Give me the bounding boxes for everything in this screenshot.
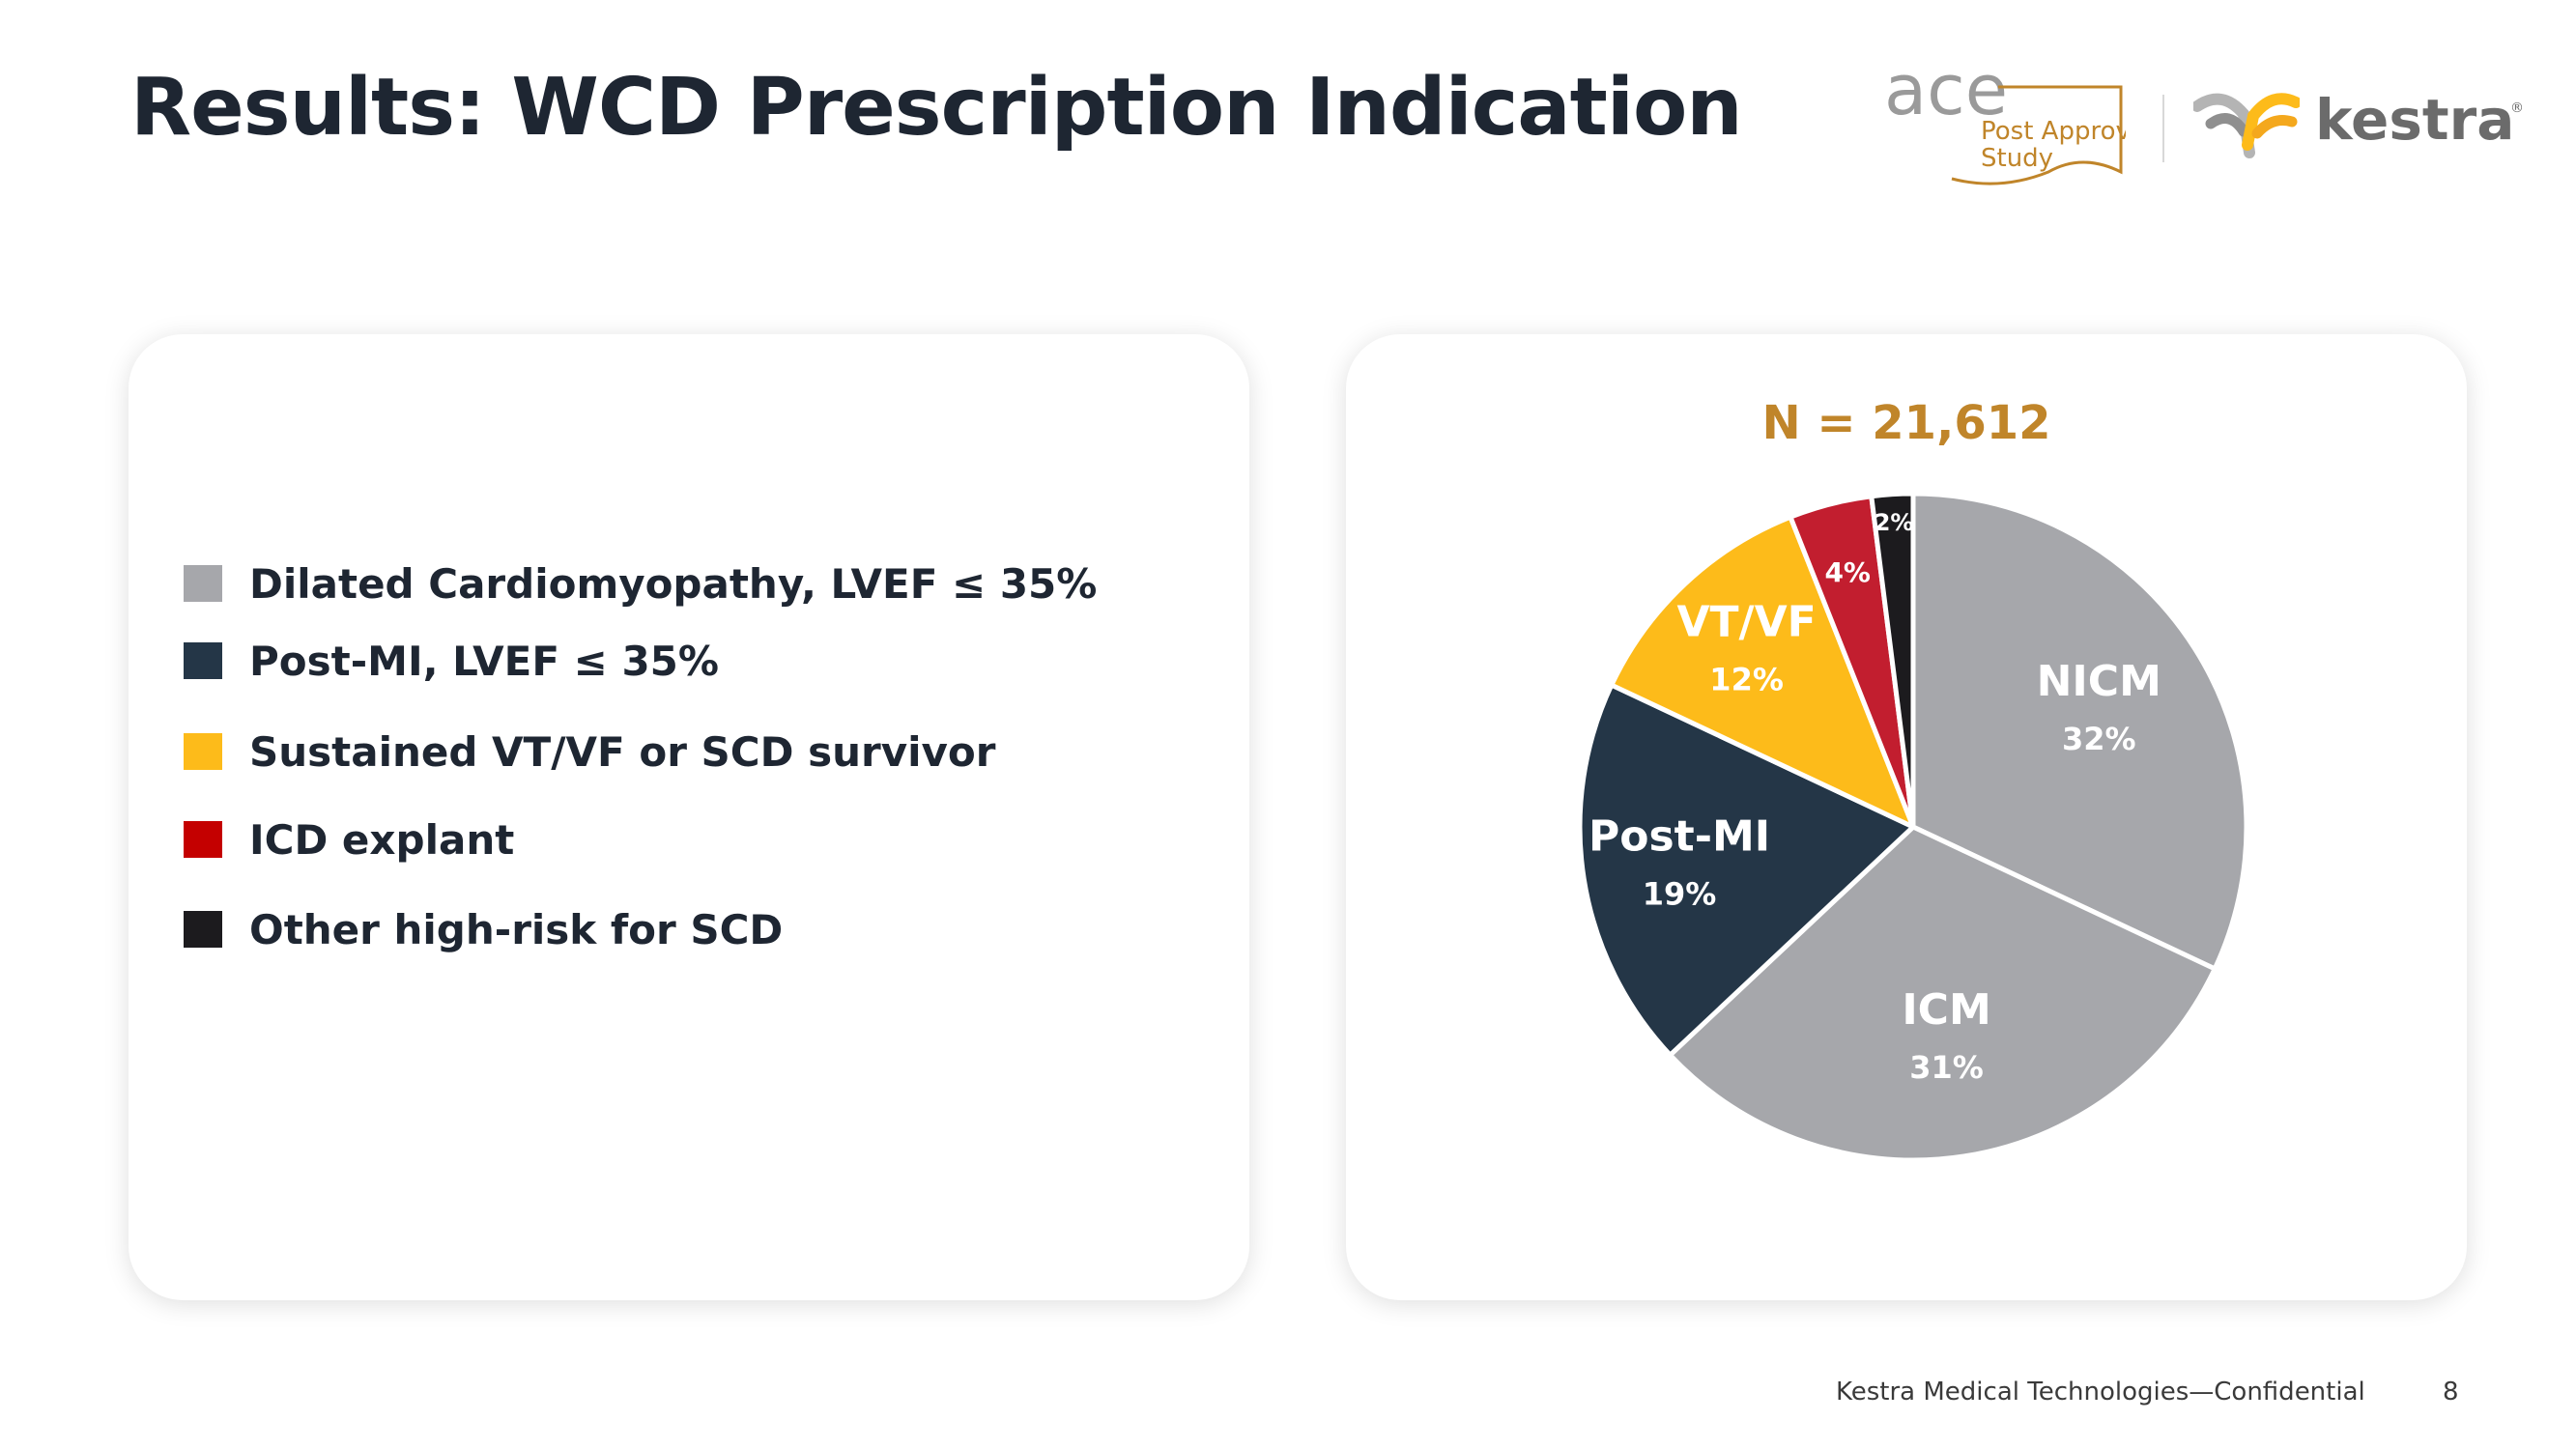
- pie-slice: [1668, 824, 2218, 1163]
- pie-slice-value: 32%: [2062, 721, 2136, 757]
- legend-swatch: [184, 565, 222, 602]
- legend-swatch: [184, 821, 222, 858]
- kestra-mark-icon: [2193, 93, 2300, 158]
- pie-slice-name: VT/VF: [1676, 597, 1816, 646]
- logo-divider: [2162, 95, 2164, 162]
- pie-slice-value: 19%: [1643, 875, 1717, 912]
- pie-slice-name: NICM: [2037, 657, 2161, 706]
- legend-item: Other high-risk for SCD: [184, 906, 1150, 954]
- footer-confidential: Kestra Medical Technologies—Confidential: [1836, 1378, 2365, 1406]
- pie-slice-label: 2%: [1875, 509, 1914, 536]
- pie-chart: NICM 32% ICM 31% Post-MI 19% VT/VF 12% 4%2%: [1577, 491, 2249, 1163]
- legend-item: Dilated Cardiomyopathy, LVEF ≤ 35%: [184, 560, 1150, 609]
- pie-slice-value: 2%: [1875, 509, 1914, 536]
- pie-slice-name: ICM: [1902, 985, 1990, 1035]
- pie-slice-name: Post-MI: [1589, 811, 1770, 861]
- ace-logo-line1: Post Approval: [1981, 117, 2126, 146]
- ace-logo: ace Post Approval Study: [1884, 58, 2126, 185]
- legend-label: ICD explant: [249, 816, 515, 864]
- ace-logo-word: ace: [1884, 58, 2008, 130]
- legend-card: [129, 334, 1249, 1300]
- legend-swatch: [184, 642, 222, 679]
- pie-slice-value: 4%: [1824, 556, 1871, 588]
- legend-swatch: [184, 733, 222, 770]
- legend-item: ICD explant: [184, 816, 1150, 865]
- pie-slice: [1609, 514, 1916, 830]
- slide-title: Results: WCD Prescription Indication: [130, 62, 1743, 154]
- legend-label: Dilated Cardiomyopathy, LVEF ≤ 35%: [249, 560, 1098, 608]
- page-number: 8: [2443, 1378, 2459, 1406]
- chart-title: N = 21,612: [1761, 396, 2051, 450]
- kestra-registered-mark: ®: [2510, 100, 2524, 116]
- pie-slice-label: Post-MI 19%: [1589, 811, 1770, 912]
- legend-swatch: [184, 911, 222, 948]
- pie-slice: [1869, 491, 1916, 830]
- pie-slice-label: ICM 31%: [1902, 985, 1990, 1086]
- ace-logo-line2: Study: [1981, 144, 2053, 173]
- pie-slice-value: 31%: [1909, 1049, 1984, 1086]
- legend-label: Post-MI, LVEF ≤ 35%: [249, 638, 719, 685]
- legend-item: Sustained VT/VF or SCD survivor: [184, 728, 1150, 777]
- legend-item: Post-MI, LVEF ≤ 35%: [184, 638, 1150, 686]
- pie-slice-label: VT/VF 12%: [1676, 597, 1816, 697]
- legend-label: Other high-risk for SCD: [249, 906, 784, 953]
- ace-logo-frame: [1951, 85, 2123, 185]
- pie-slice-value: 12%: [1709, 661, 1784, 697]
- legend-label: Sustained VT/VF or SCD survivor: [249, 728, 996, 776]
- pie-slice: [1910, 491, 2249, 972]
- pie-slice: [1577, 682, 1916, 1058]
- logo-area: ace Post Approval Study kestra ®: [1875, 48, 2532, 203]
- pie-slice-label: NICM 32%: [2037, 657, 2161, 757]
- pie-slice-label: 4%: [1824, 556, 1871, 588]
- kestra-wordmark: kestra: [2315, 87, 2515, 153]
